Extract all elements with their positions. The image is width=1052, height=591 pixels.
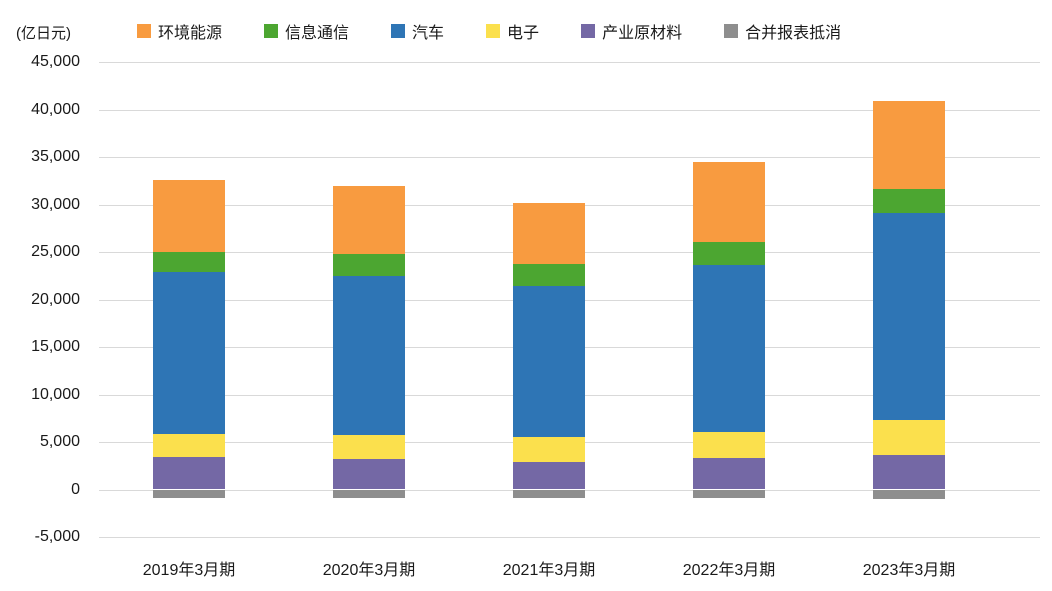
bar-segment-电子-2021年3月期	[513, 436, 585, 462]
legend-item-1: 信息通信	[264, 19, 349, 43]
bar-segment-电子-2023年3月期	[873, 420, 945, 456]
legend-label: 合并报表抵消	[745, 25, 842, 42]
legend-label: 产业原材料	[602, 25, 683, 42]
legend-swatch-icon	[581, 24, 596, 38]
legend-swatch-icon	[391, 24, 406, 38]
legend-swatch-icon	[486, 24, 501, 38]
bar-segment-信息通信-2021年3月期	[513, 263, 585, 286]
y-axis-tick-label: 45,000	[31, 53, 80, 70]
bar-segment-电子-2019年3月期	[153, 434, 225, 458]
bar-segment-汽车-2019年3月期	[153, 271, 225, 435]
gridline	[99, 109, 1040, 111]
legend-label: 环境能源	[158, 25, 223, 42]
bar-segment-合并报表抵消-2022年3月期	[693, 489, 765, 499]
y-axis-tick-label: 0	[71, 480, 80, 498]
bar-segment-产业原材料-2021年3月期	[513, 461, 585, 490]
legend-item-5: 合并报表抵消	[724, 19, 841, 43]
y-axis-unit-label: (亿日元)	[16, 25, 71, 42]
y-axis-tick-label: -5,000	[34, 528, 80, 545]
bar-segment-环境能源-2019年3月期	[153, 179, 225, 252]
bar-segment-环境能源-2020年3月期	[333, 186, 405, 254]
y-axis-tick-label: 25,000	[31, 243, 80, 260]
x-axis-tick-label: 2021年3月期	[502, 562, 596, 579]
bar-segment-合并报表抵消-2019年3月期	[153, 489, 225, 499]
x-axis-tick-label: 2020年3月期	[322, 562, 416, 579]
bar-segment-电子-2022年3月期	[693, 431, 765, 459]
x-axis-tick-label: 2022年3月期	[682, 562, 776, 579]
bar-segment-环境能源-2022年3月期	[693, 161, 765, 242]
y-axis-tick-label: 15,000	[31, 338, 80, 355]
y-axis-tick-label: 20,000	[31, 290, 80, 308]
legend-swatch-icon	[137, 24, 151, 38]
x-axis-tick-label: 2019年3月期	[142, 562, 236, 579]
legend-item-0: 环境能源	[137, 19, 222, 43]
bar-segment-合并报表抵消-2020年3月期	[333, 489, 405, 499]
legend-label: 电子	[507, 25, 540, 42]
legend-label: 信息通信	[285, 25, 350, 42]
bar-segment-合并报表抵消-2021年3月期	[513, 489, 585, 499]
bar-segment-汽车-2023年3月期	[873, 213, 945, 421]
bar-segment-信息通信-2019年3月期	[153, 252, 225, 272]
y-axis-tick-label: 5,000	[39, 433, 80, 450]
bar-segment-信息通信-2023年3月期	[873, 189, 945, 214]
legend-item-3: 电子	[486, 19, 539, 43]
gridline	[99, 62, 1040, 63]
legend-item-2: 汽车	[391, 19, 444, 43]
y-axis-tick-label: 40,000	[31, 100, 80, 118]
legend: 环境能源 信息通信 汽车 电子 产业原材料 合并报表抵消	[137, 19, 841, 43]
gridline	[99, 157, 1040, 158]
y-axis-tick-label: 35,000	[31, 148, 80, 165]
gridline	[99, 537, 1040, 538]
x-axis-tick-label: 2023年3月期	[862, 562, 956, 579]
bar-segment-合并报表抵消-2023年3月期	[873, 489, 945, 499]
bar-segment-产业原材料-2023年3月期	[873, 455, 945, 490]
bar-segment-产业原材料-2019年3月期	[153, 457, 225, 490]
bar-segment-产业原材料-2020年3月期	[333, 459, 405, 490]
legend-swatch-icon	[264, 24, 279, 38]
bar-segment-汽车-2022年3月期	[693, 265, 765, 432]
bar-segment-汽车-2020年3月期	[333, 275, 405, 436]
bar-segment-环境能源-2021年3月期	[513, 203, 585, 264]
bar-segment-汽车-2021年3月期	[513, 285, 585, 437]
legend-swatch-icon	[724, 24, 739, 38]
bar-segment-电子-2020年3月期	[333, 435, 405, 460]
legend-item-4: 产业原材料	[581, 19, 682, 43]
y-axis-tick-label: 10,000	[31, 385, 80, 403]
bar-segment-信息通信-2022年3月期	[693, 241, 765, 266]
bar-segment-环境能源-2023年3月期	[873, 100, 945, 190]
y-axis-tick-label: 30,000	[31, 195, 80, 213]
bar-segment-信息通信-2020年3月期	[333, 253, 405, 276]
legend-label: 汽车	[412, 25, 445, 42]
bar-segment-产业原材料-2022年3月期	[693, 458, 765, 490]
